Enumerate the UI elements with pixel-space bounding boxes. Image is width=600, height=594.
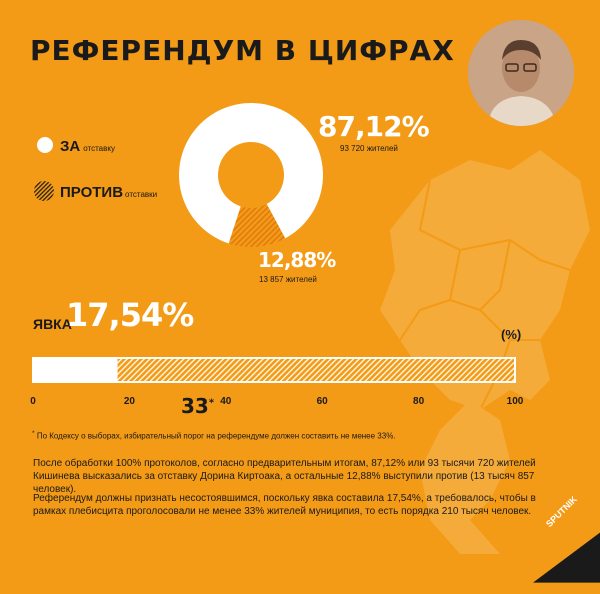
turnout-value: 17,54% [66, 296, 194, 334]
footnote-mark: * [32, 430, 35, 437]
donut-slice-for [179, 103, 323, 244]
legend-against-label: ПРОТИВ отставки [60, 184, 158, 201]
paragraph-results: После обработки 100% протоколов, согласн… [33, 458, 536, 495]
axis-tick-60: 60 [316, 396, 328, 407]
legend-against-swatch [34, 181, 54, 201]
turnout-label: ЯВКА [33, 316, 72, 332]
map-silhouette [380, 150, 590, 554]
donut-slice-against [228, 204, 286, 248]
sputnik-logo-corner [533, 532, 600, 583]
axis-tick-100: 100 [506, 396, 524, 407]
portrait-photo [468, 20, 574, 126]
axis-tick-20: 20 [123, 396, 135, 407]
donut-label-for: 87,12% [318, 110, 430, 143]
turnout-bar-fill [33, 358, 118, 382]
axis-unit-label: (%) [501, 327, 522, 342]
referendum-donut-chart [179, 103, 323, 248]
donut-people-against: 13 857 жителей [259, 275, 317, 284]
footnote: * По Кодексу о выборах, избирательный по… [32, 430, 396, 441]
donut-people-for: 93 720 жителей [340, 144, 398, 153]
legend-for-sublabel: отставку [83, 144, 115, 153]
threshold-footnote-mark: * [208, 397, 215, 409]
paragraph-turnout: Референдум должны признать несостоявшимс… [33, 493, 536, 517]
legend-for-swatch [37, 137, 53, 153]
axis-tick-40: 40 [220, 396, 232, 407]
axis-tick-80: 80 [413, 396, 425, 407]
legend-for-label: ЗА отставку [60, 138, 115, 155]
turnout-bar-chart [32, 357, 516, 383]
axis-tick-0: 0 [30, 396, 36, 407]
threshold-label: 33* [181, 394, 215, 418]
donut-label-against: 12,88% [258, 248, 336, 272]
legend-against-sublabel: отставки [125, 190, 158, 199]
page-title: РЕФЕРЕНДУМ В ЦИФРАХ [30, 34, 455, 67]
person-icon [468, 20, 574, 126]
